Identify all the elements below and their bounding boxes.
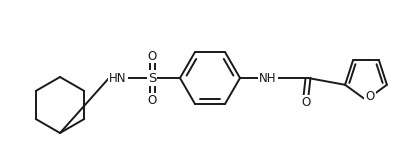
Text: S: S xyxy=(148,71,156,85)
Text: O: O xyxy=(148,49,157,63)
Text: O: O xyxy=(365,90,374,103)
Text: O: O xyxy=(301,95,311,109)
Text: HN: HN xyxy=(109,71,127,85)
Text: NH: NH xyxy=(259,71,277,85)
Text: O: O xyxy=(148,93,157,107)
